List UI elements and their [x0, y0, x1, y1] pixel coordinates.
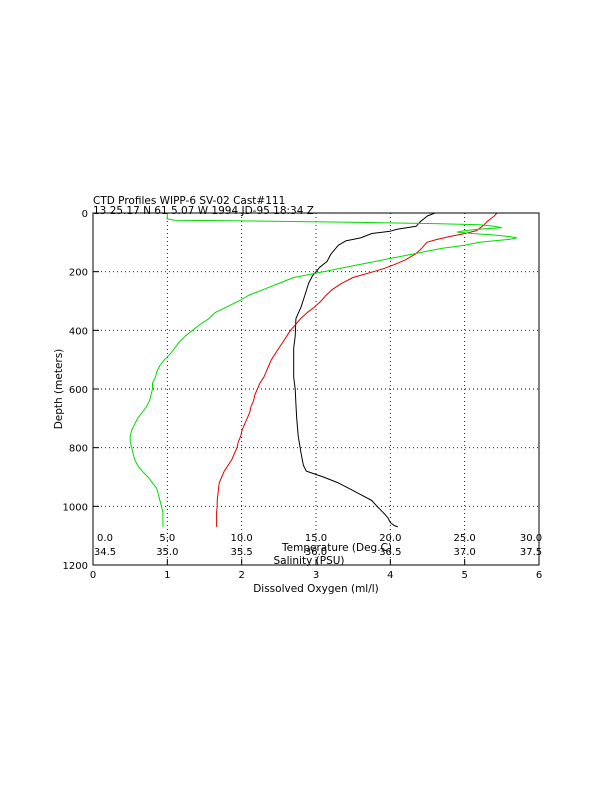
oxygen-profile-line: [293, 212, 436, 528]
temperature-tick-label: 10.0: [231, 533, 253, 544]
chart-title: CTD Profiles WIPP-6 SV-02 Cast#111: [93, 195, 285, 207]
y-tick-label: 800: [69, 444, 88, 455]
salinity-tick-label: 37.0: [454, 547, 476, 558]
salinity-tick-label: 36.0: [305, 547, 327, 558]
depth-axis-label: Depth (meters): [53, 349, 65, 430]
oxygen-tick-labels: 0 1 2 3 4 5 6: [90, 570, 542, 581]
oxygen-tick-label: 5: [461, 570, 467, 581]
y-tick-labels: 0 200 400 600 800 1000 1200: [63, 209, 88, 572]
y-tick-label: 0: [82, 209, 88, 220]
temperature-tick-label: 0.0: [97, 533, 113, 544]
temperature-axis-label: Temperature (Deg.C): [281, 542, 392, 554]
salinity-tick-label: 35.0: [156, 547, 178, 558]
salinity-tick-labels: 34.5 35.0 35.5 36.0 36.5 37.0 37.5: [94, 547, 542, 558]
temperature-tick-label: 20.0: [379, 533, 401, 544]
y-tick-label: 600: [69, 385, 88, 396]
x-axis-ticks: [92, 559, 540, 565]
oxygen-tick-label: 1: [164, 570, 170, 581]
oxygen-tick-label: 0: [90, 570, 96, 581]
temperature-tick-label: 5.0: [159, 533, 175, 544]
profile-lines: [129, 212, 518, 528]
oxygen-tick-label: 4: [387, 570, 393, 581]
chart-subtitle: 13 25.17 N 61 5.07 W 1994 JD-95 18:34 Z: [93, 205, 314, 217]
temperature-tick-label: 15.0: [305, 533, 327, 544]
temperature-tick-label: 25.0: [454, 533, 476, 544]
salinity-tick-label: 35.5: [231, 547, 253, 558]
salinity-tick-label: 37.5: [520, 547, 542, 558]
temperature-tick-label: 30.0: [520, 533, 542, 544]
y-tick-label: 200: [69, 268, 88, 279]
y-tick-label: 1200: [63, 561, 88, 572]
y-tick-label: 400: [69, 326, 88, 337]
temperature-profile-line: [216, 212, 498, 527]
temperature-tick-labels: 0.0 5.0 10.0 15.0 20.0 25.0 30.0: [97, 533, 542, 544]
salinity-tick-label: 34.5: [94, 547, 116, 558]
salinity-tick-label: 36.5: [379, 547, 401, 558]
oxygen-tick-label: 3: [313, 570, 319, 581]
y-tick-label: 1000: [63, 502, 88, 513]
oxygen-tick-label: 6: [536, 570, 542, 581]
salinity-axis-label: Salinity (PSU): [273, 555, 344, 567]
salinity-profile-line: [129, 213, 518, 527]
oxygen-tick-label: 2: [238, 570, 244, 581]
y-axis-ticks: [93, 212, 99, 566]
oxygen-axis-label: Dissolved Oxygen (ml/l): [253, 583, 379, 595]
gridlines: [93, 213, 539, 565]
